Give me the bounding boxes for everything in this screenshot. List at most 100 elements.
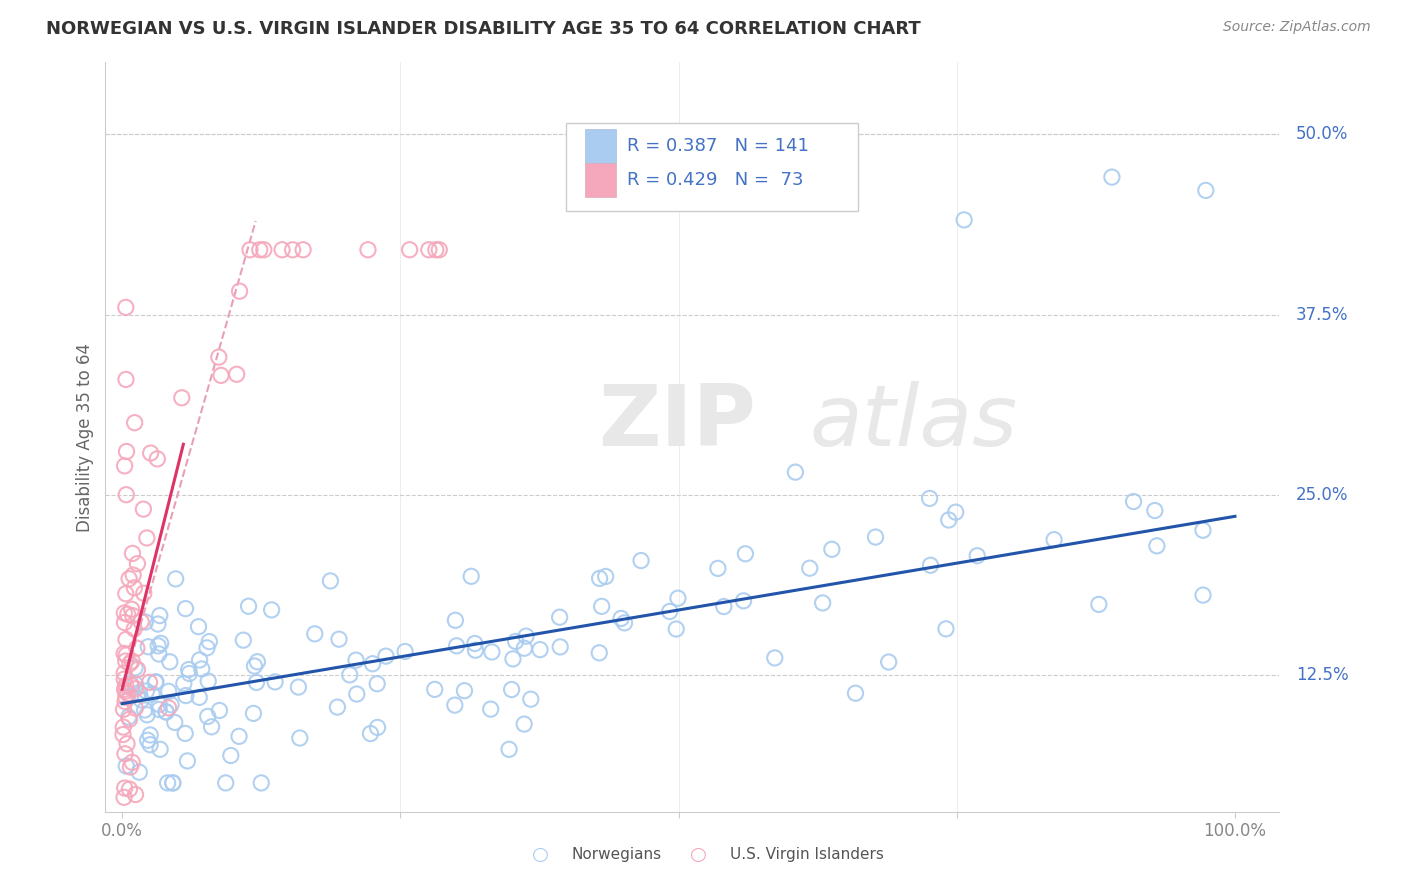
Point <box>250 776 273 790</box>
Point <box>188 653 211 667</box>
Point <box>366 677 388 691</box>
Point <box>200 720 222 734</box>
Point <box>120 676 142 690</box>
Point <box>114 690 136 705</box>
Point <box>114 587 136 601</box>
Point <box>374 649 396 664</box>
Point <box>136 640 159 654</box>
Point <box>328 632 350 647</box>
Point <box>117 710 139 724</box>
Point <box>118 572 141 586</box>
Point <box>121 602 143 616</box>
Point <box>132 502 155 516</box>
Point <box>114 679 136 693</box>
Point <box>145 675 167 690</box>
Point <box>122 622 145 636</box>
Point <box>128 685 150 699</box>
Point <box>114 747 136 761</box>
Text: U.S. Virgin Islanders: U.S. Virgin Islanders <box>730 847 883 863</box>
Point <box>115 632 138 647</box>
Point <box>114 684 136 698</box>
Text: ○: ○ <box>533 846 550 864</box>
Point <box>198 634 221 648</box>
Point <box>1101 170 1123 185</box>
Point <box>799 561 821 575</box>
Point <box>513 717 536 731</box>
Point <box>501 682 523 697</box>
Point <box>453 683 475 698</box>
Point <box>145 674 167 689</box>
Point <box>209 368 232 383</box>
Point <box>548 640 571 654</box>
Point <box>733 594 755 608</box>
Point <box>157 684 180 698</box>
Point <box>112 702 135 716</box>
Point <box>292 243 315 257</box>
Point <box>418 243 440 257</box>
Point <box>246 655 269 669</box>
Point <box>174 726 197 740</box>
Point <box>367 721 389 735</box>
Point <box>120 679 142 693</box>
Point <box>479 702 502 716</box>
Point <box>304 627 326 641</box>
Point <box>170 391 193 405</box>
Point <box>195 640 218 655</box>
Point <box>115 648 138 662</box>
Point <box>610 611 633 625</box>
Point <box>141 687 163 701</box>
Point <box>135 531 157 545</box>
Point <box>938 513 960 527</box>
Point <box>1192 523 1215 537</box>
Point <box>464 643 486 657</box>
Point <box>121 654 143 668</box>
Point <box>114 780 136 795</box>
Point <box>135 684 157 698</box>
Point <box>595 569 617 583</box>
Point <box>155 705 177 719</box>
Point <box>146 617 169 632</box>
Point <box>505 634 527 648</box>
Point <box>464 636 486 650</box>
Point <box>118 782 141 797</box>
Point <box>515 629 537 643</box>
Point <box>124 681 146 696</box>
Point <box>339 668 361 682</box>
Point <box>346 687 368 701</box>
Point <box>242 706 264 721</box>
Text: 50.0%: 50.0% <box>1296 126 1348 144</box>
Point <box>112 672 135 686</box>
Point <box>125 641 148 656</box>
Point <box>264 674 287 689</box>
Point <box>120 690 142 704</box>
Point <box>173 676 195 690</box>
Point <box>117 687 139 701</box>
Point <box>156 776 179 790</box>
Point <box>114 682 136 697</box>
Point <box>326 700 349 714</box>
Point <box>149 636 172 650</box>
Point <box>127 663 149 677</box>
Point <box>658 605 681 619</box>
Point <box>966 549 988 563</box>
Point <box>811 596 834 610</box>
Point <box>219 748 242 763</box>
Point <box>239 243 262 257</box>
Point <box>935 622 957 636</box>
Point <box>120 760 142 774</box>
Point <box>132 586 155 600</box>
Point <box>1192 588 1215 602</box>
Point <box>124 661 146 675</box>
Point <box>1088 598 1111 612</box>
Point <box>124 416 146 430</box>
Point <box>865 530 887 544</box>
Point <box>319 574 342 588</box>
Point <box>162 776 184 790</box>
Point <box>713 599 735 614</box>
Point <box>443 698 465 712</box>
Point <box>260 603 283 617</box>
Point <box>357 243 380 257</box>
Point <box>114 301 136 315</box>
Point <box>112 606 135 620</box>
Point <box>157 701 180 715</box>
